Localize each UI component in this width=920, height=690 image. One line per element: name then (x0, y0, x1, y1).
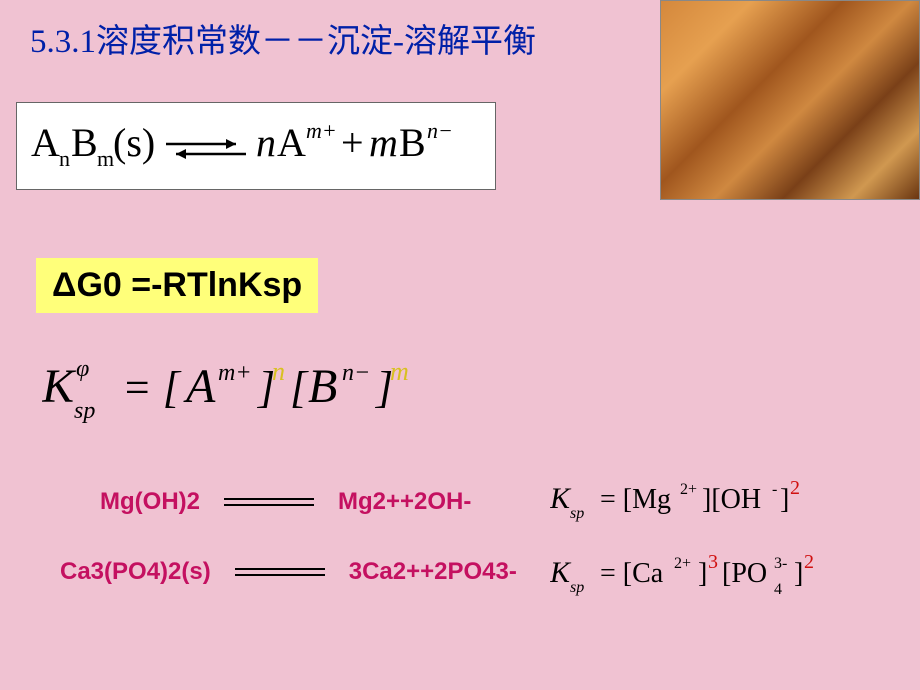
mg-ksp-expression: K sp = [Mg 2+ ][OH - ] 2 (550, 478, 880, 529)
svg-text:3-: 3- (774, 555, 787, 572)
svg-text:K: K (550, 556, 572, 589)
svg-text:m: m (97, 146, 114, 171)
equilibrium-arrow-icon (235, 560, 325, 584)
svg-text:+: + (341, 120, 364, 165)
svg-text:= [Ca: = [Ca (600, 558, 664, 589)
svg-text:[: [ (290, 363, 309, 412)
mg-reaction-row: Mg(OH)2 Mg2++2OH- (100, 488, 471, 516)
svg-text:n: n (59, 146, 70, 171)
general-equation-box: A n B m (s) n A m+ + m B n− (16, 102, 496, 190)
svg-text:]: ] (794, 558, 803, 589)
ca-ksp-expression: K sp = [Ca 2+ ] 3 [PO 3- 4 ] 2 (550, 552, 900, 607)
section-title: 5.3.1溶度积常数－－沉淀-溶解平衡 (30, 14, 536, 62)
svg-text:sp: sp (570, 505, 584, 522)
ca-reaction-row: Ca3(PO4)2(s) 3Ca2++2PO43- (60, 558, 517, 586)
gibbs-equation: ΔG0 =-RTlnKsp (36, 258, 318, 313)
svg-text:m+: m+ (306, 118, 337, 143)
svg-text:m+: m+ (218, 360, 252, 386)
general-equation-svg: A n B m (s) n A m+ + m B n− (31, 116, 481, 176)
svg-text:m: m (390, 357, 409, 386)
ca-reactant: Ca3(PO4)2(s) (60, 558, 211, 586)
svg-text:n: n (272, 357, 285, 386)
mg-reactant: Mg(OH)2 (100, 488, 200, 516)
ca-product: 3Ca2++2PO43- (349, 558, 517, 586)
svg-text:φ: φ (76, 356, 89, 382)
svg-text:K: K (550, 482, 572, 515)
svg-text:4: 4 (774, 581, 782, 598)
svg-text:2+: 2+ (680, 481, 697, 498)
svg-text:m: m (369, 120, 398, 165)
svg-text:B: B (399, 120, 426, 165)
svg-text:B: B (308, 360, 337, 413)
svg-text:2: 2 (790, 478, 800, 499)
svg-text:B: B (71, 120, 98, 165)
svg-text:2: 2 (804, 552, 814, 573)
svg-text:-: - (772, 481, 777, 498)
ksp-general-equation: K φ sp = [ A m+ ] n [ B n− ] m (42, 352, 522, 443)
svg-text:][OH: ][OH (702, 484, 761, 515)
equilibrium-arrow-icon (224, 490, 314, 514)
svg-text:3: 3 (708, 552, 718, 573)
svg-text:n−: n− (342, 360, 370, 386)
svg-text:n−: n− (427, 118, 453, 143)
svg-text:(s): (s) (113, 120, 155, 165)
svg-text:]: ] (780, 484, 789, 515)
svg-text:= [: = [ (122, 363, 182, 412)
svg-text:]: ] (698, 558, 707, 589)
svg-text:A: A (183, 360, 216, 413)
mg-product: Mg2++2OH- (338, 488, 471, 516)
svg-text:[PO: [PO (722, 558, 767, 589)
svg-text:= [Mg: = [Mg (600, 484, 671, 515)
svg-text:2+: 2+ (674, 555, 691, 572)
svg-text:A: A (31, 120, 60, 165)
cave-photo (660, 0, 920, 200)
svg-text:A: A (277, 120, 306, 165)
svg-text:n: n (256, 120, 276, 165)
svg-text:sp: sp (570, 579, 584, 596)
svg-text:sp: sp (74, 398, 95, 424)
svg-text:K: K (42, 360, 77, 413)
